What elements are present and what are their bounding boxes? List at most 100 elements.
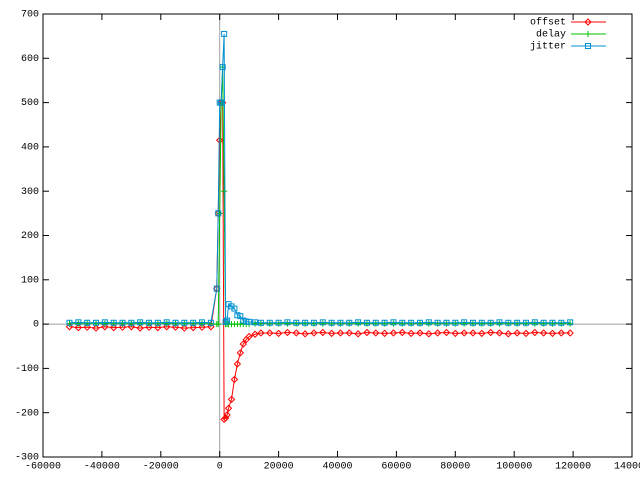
- data-point: [363, 319, 370, 326]
- x-tick-label: -20000: [143, 462, 179, 473]
- data-point: [101, 319, 108, 326]
- data-point: [469, 329, 477, 337]
- data-point: [372, 329, 380, 337]
- data-point: [163, 319, 170, 326]
- data-point: [531, 319, 538, 326]
- data-point: [181, 319, 188, 326]
- y-tick-label: 400: [21, 143, 39, 154]
- data-point: [407, 329, 415, 338]
- series-line: [69, 67, 571, 325]
- data-point: [302, 319, 309, 326]
- y-tick-label: -300: [15, 453, 39, 464]
- data-point: [199, 319, 206, 326]
- data-point: [469, 319, 476, 326]
- data-point: [566, 329, 574, 337]
- data-point: [389, 329, 398, 337]
- data-point: [443, 319, 450, 326]
- data-point: [172, 319, 179, 326]
- data-point: [190, 319, 197, 326]
- y-tick-label: 100: [21, 275, 39, 286]
- data-point: [372, 319, 379, 326]
- x-tick-label: -60000: [25, 462, 61, 473]
- data-point: [180, 324, 189, 332]
- x-tick-label: 140000: [614, 462, 640, 473]
- data-point: [301, 330, 309, 338]
- data-point: [137, 319, 144, 326]
- x-tick-label: 60000: [381, 462, 411, 473]
- data-point: [478, 319, 485, 326]
- y-tick-label: 500: [21, 98, 39, 109]
- data-point: [275, 319, 282, 326]
- data-point: [220, 415, 228, 424]
- x-tick-label: 40000: [322, 462, 352, 473]
- data-point: [416, 329, 424, 337]
- data-point: [246, 318, 253, 325]
- data-point: [398, 328, 406, 337]
- data-point: [284, 319, 291, 326]
- data-point: [442, 328, 451, 337]
- y-tick-label: 200: [21, 231, 39, 242]
- data-point: [487, 319, 494, 326]
- data-point: [93, 319, 100, 326]
- data-point: [136, 324, 144, 332]
- data-point: [399, 319, 406, 326]
- data-point: [101, 323, 109, 331]
- data-point: [310, 329, 318, 337]
- data-point: [257, 319, 264, 326]
- data-point: [380, 329, 389, 338]
- data-point: [355, 319, 362, 326]
- data-point: [292, 329, 300, 337]
- data-point: [252, 319, 259, 326]
- data-point: [222, 318, 229, 325]
- x-tick-label: -40000: [84, 462, 120, 473]
- plot-border: [42, 13, 633, 458]
- data-point: [434, 319, 441, 326]
- data-point: [221, 188, 228, 195]
- data-point: [189, 323, 197, 332]
- data-point: [154, 319, 161, 326]
- data-point: [425, 319, 432, 326]
- data-point: [513, 329, 521, 337]
- data-point: [154, 323, 162, 332]
- y-tick-label: -100: [15, 364, 39, 375]
- legend-marker: [585, 43, 591, 49]
- data-point: [496, 319, 503, 326]
- data-point: [416, 319, 423, 326]
- data-point: [319, 319, 326, 326]
- data-point: [66, 319, 73, 326]
- data-point: [224, 404, 233, 412]
- data-point: [146, 319, 153, 326]
- data-point: [381, 319, 388, 326]
- data-point: [433, 329, 442, 337]
- data-point: [328, 319, 335, 326]
- data-point: [162, 323, 171, 331]
- data-point: [75, 319, 82, 326]
- data-point: [119, 319, 126, 326]
- legend-label: delay: [536, 29, 566, 41]
- data-point: [336, 329, 345, 337]
- data-point: [495, 329, 504, 337]
- data-point: [505, 319, 512, 326]
- data-point: [345, 329, 353, 337]
- data-point: [283, 328, 292, 337]
- data-point: [233, 360, 242, 368]
- data-point: [548, 329, 557, 338]
- data-point: [478, 329, 486, 338]
- data-point: [531, 328, 539, 337]
- data-point: [207, 319, 214, 326]
- data-point: [221, 30, 228, 37]
- data-point: [408, 319, 415, 326]
- data-point: [236, 349, 245, 357]
- x-tick-label: 100000: [496, 462, 532, 473]
- data-point: [266, 329, 274, 337]
- data-point: [310, 319, 317, 326]
- data-point: [215, 210, 222, 217]
- y-tick-label: 0: [33, 320, 39, 331]
- data-point: [539, 329, 548, 337]
- data-point: [558, 319, 565, 326]
- x-tick-label: 20000: [264, 462, 294, 473]
- data-point: [567, 319, 574, 326]
- data-point: [390, 319, 397, 326]
- data-point: [118, 323, 127, 331]
- data-point: [92, 324, 100, 332]
